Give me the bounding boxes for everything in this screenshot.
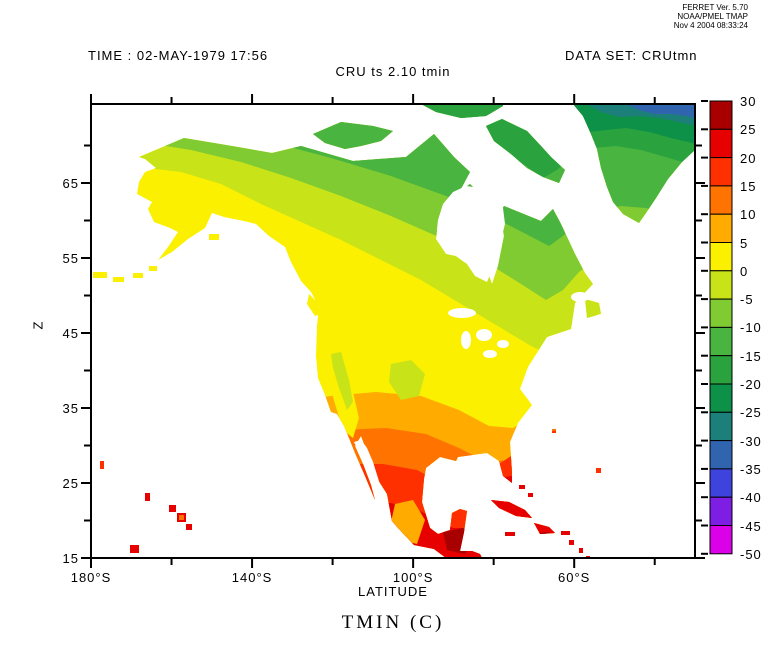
y-tick-label: 65 bbox=[62, 176, 79, 191]
colorbar-level-label: 20 bbox=[740, 150, 757, 166]
north-america-temperature-map bbox=[93, 104, 696, 558]
colorbar-block bbox=[709, 383, 733, 413]
water-body bbox=[437, 186, 505, 282]
colorbar-level-label: -40 bbox=[740, 490, 762, 506]
colorbar-block bbox=[709, 213, 733, 243]
temperature-patch bbox=[443, 528, 473, 554]
cold-temperature-band bbox=[626, 104, 696, 118]
y-axis-title: Z bbox=[30, 321, 46, 330]
provenance-line: FERRET Ver. 5.70 bbox=[682, 3, 748, 12]
great-lake bbox=[483, 350, 497, 358]
x-tick-label: 140°S bbox=[231, 570, 273, 585]
x-axis-title: LATITUDE bbox=[358, 584, 428, 599]
colorbar-block bbox=[709, 242, 733, 272]
colorbar-block bbox=[709, 100, 733, 130]
colorbar-block bbox=[709, 157, 733, 187]
colorbar-level-label: 10 bbox=[740, 207, 757, 223]
colorbar-level-label: 25 bbox=[740, 122, 757, 138]
y-tick-label: 45 bbox=[62, 326, 79, 341]
y-tick-label: 15 bbox=[62, 551, 79, 566]
great-lake bbox=[497, 340, 509, 348]
temperature-patch bbox=[531, 532, 555, 548]
provenance-line: Nov 4 2004 08:33:24 bbox=[673, 21, 748, 30]
colorbar-block bbox=[709, 440, 733, 470]
y-tick-label: 35 bbox=[62, 401, 79, 416]
water-body bbox=[354, 440, 381, 492]
plot-title: CRU ts 2.10 tmin bbox=[335, 64, 451, 79]
colorbar-block bbox=[709, 496, 733, 527]
hawaii-island-cell bbox=[179, 515, 184, 520]
colorbar-level-label: -5 bbox=[740, 292, 754, 308]
dataset-label: DATA SET: CRUtmn bbox=[565, 48, 698, 63]
variable-title: TMIN (C) bbox=[341, 612, 445, 633]
colorbar-level-label: -15 bbox=[740, 348, 762, 364]
great-lake bbox=[461, 331, 471, 349]
colorbar-block bbox=[709, 128, 733, 159]
colorbar-block bbox=[709, 270, 733, 300]
temperature-patch bbox=[331, 352, 353, 410]
colorbar-level-label: 15 bbox=[740, 178, 757, 194]
colorbar-level-label: -45 bbox=[740, 518, 762, 534]
colorbar-level-label: 0 bbox=[740, 263, 749, 279]
temperature-patch bbox=[389, 550, 435, 558]
colorbar-level-label: 30 bbox=[740, 94, 757, 109]
colorbar-block bbox=[709, 525, 733, 555]
colorbar-block bbox=[709, 326, 733, 357]
colorbar-level-label: -20 bbox=[740, 377, 762, 392]
great-lake bbox=[448, 308, 476, 318]
colorbar-level-label: -10 bbox=[740, 320, 762, 336]
provenance-stamp: FERRET Ver. 5.70 NOAA/PMEL TMAP Nov 4 2004… bbox=[674, 3, 748, 30]
y-tick-label: 25 bbox=[62, 476, 79, 491]
plot-frame bbox=[90, 103, 696, 559]
x-tick-label: 180°S bbox=[70, 570, 112, 585]
time-label: TIME : 02-MAY-1979 17:56 bbox=[88, 48, 269, 63]
colorbar-level-label: -25 bbox=[740, 405, 762, 421]
colorbar-level-label: 5 bbox=[740, 235, 749, 251]
colorbar-block bbox=[709, 355, 733, 385]
axis-ticks bbox=[81, 94, 705, 568]
colorbar-level-label: -30 bbox=[740, 433, 762, 449]
temperature-patch bbox=[505, 390, 529, 420]
temperature-patch bbox=[389, 360, 425, 400]
great-lake bbox=[571, 292, 589, 302]
colorbar-block bbox=[709, 411, 733, 442]
provenance-line: NOAA/PMEL TMAP bbox=[677, 12, 748, 21]
colorbar-block bbox=[709, 468, 733, 498]
colorbar-block bbox=[709, 185, 733, 215]
y-tick-label: 55 bbox=[62, 251, 79, 266]
colorbar-block bbox=[709, 298, 733, 328]
x-tick-label: 60°S bbox=[558, 570, 591, 585]
colorbar-level-label: -35 bbox=[740, 461, 762, 477]
great-lake bbox=[476, 329, 492, 341]
x-tick-label: 100°S bbox=[392, 570, 434, 585]
colorbar-level-label: -50 bbox=[740, 546, 762, 562]
colorbar bbox=[701, 100, 733, 555]
